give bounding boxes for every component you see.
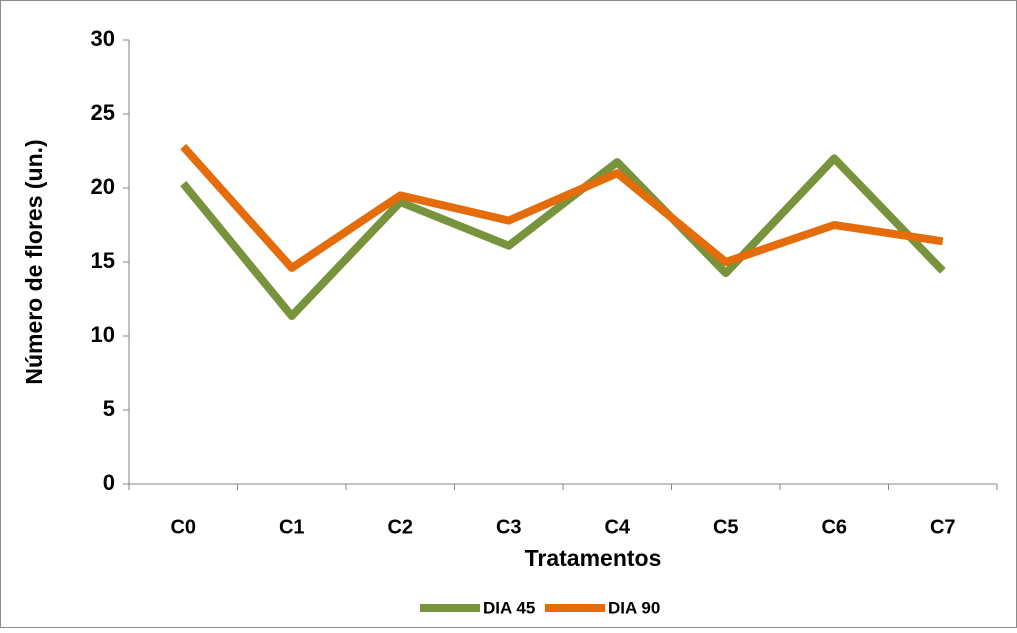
y-axis-title: Número de flores (un.) [21,139,47,384]
y-tick-label: 5 [103,396,115,421]
y-tick-label: 15 [91,248,115,273]
x-tick-label: C1 [279,516,305,538]
y-tick-label: 10 [91,322,115,347]
y-tick-label: 0 [103,470,115,495]
y-tick-label: 30 [91,26,115,51]
x-tick-label: C0 [170,516,196,538]
y-tick-label: 20 [91,174,115,199]
x-tick-label: C2 [387,516,413,538]
data-line [180,154,946,321]
x-tick-label: C3 [496,516,522,538]
x-tick-label: C4 [604,516,630,538]
legend-label: DIA 90 [608,598,660,617]
x-axis-title: Tratamentos [525,545,662,571]
data-line [180,143,944,272]
x-tick-label: C6 [821,516,847,538]
y-tick-label: 25 [91,100,115,125]
legend-label: DIA 45 [483,598,535,617]
x-tick-label: C5 [713,516,739,538]
x-tick-label: C7 [930,516,956,538]
